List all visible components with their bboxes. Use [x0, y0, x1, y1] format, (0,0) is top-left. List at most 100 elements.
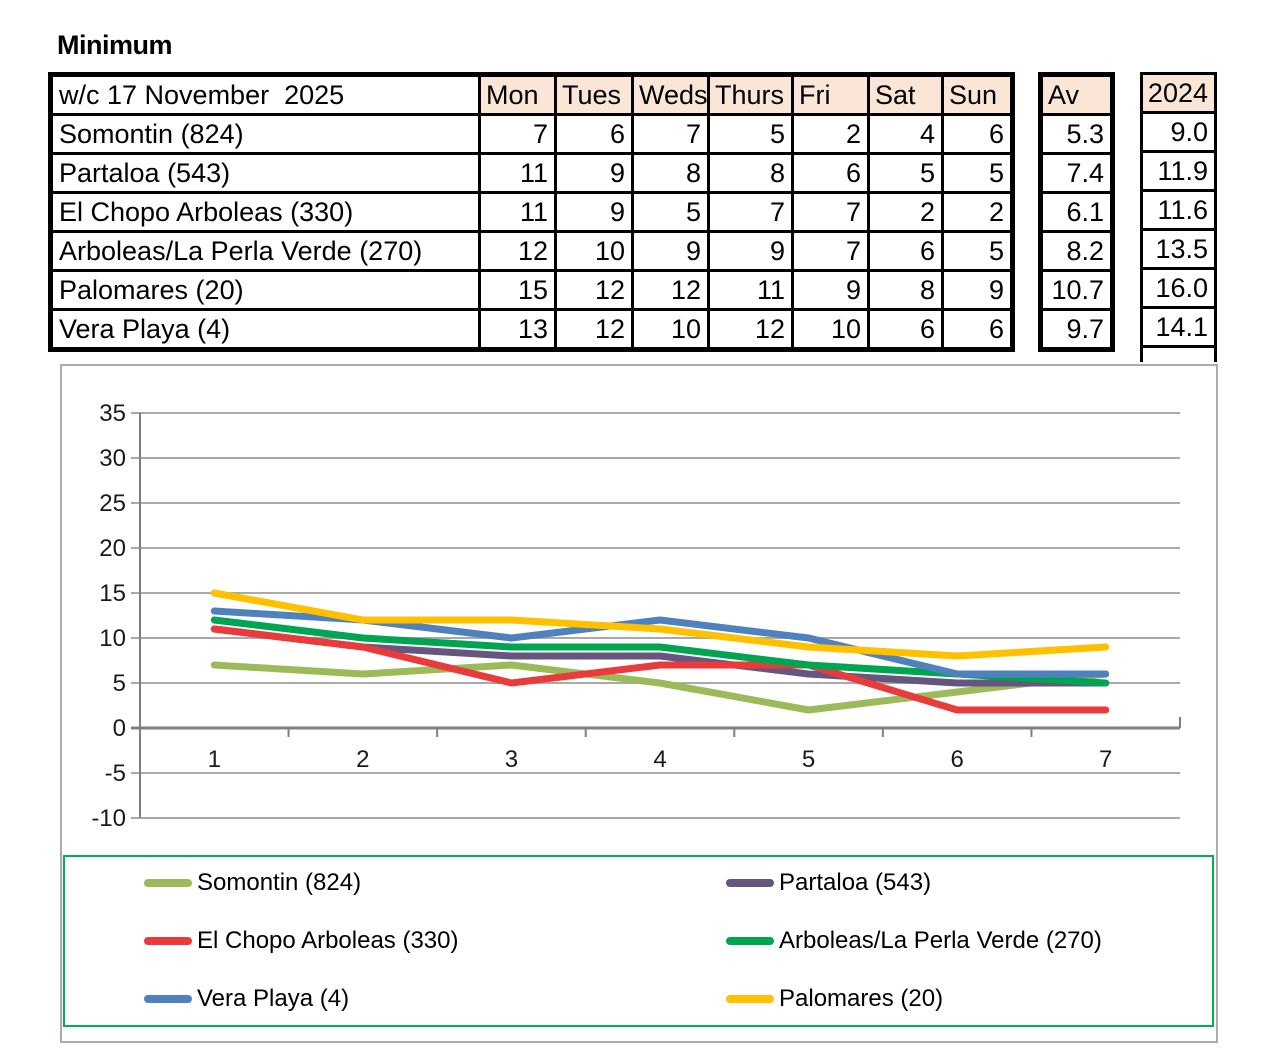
value-cell[interactable]: 5 [944, 155, 1010, 191]
day-header-sat[interactable]: Sat [870, 77, 941, 113]
value-cell[interactable]: 9 [557, 155, 631, 191]
value-cell[interactable]: 12 [557, 311, 631, 347]
y-axis-tick-label: 30 [99, 445, 126, 472]
y-axis-tick-label: -5 [105, 760, 126, 787]
day-header-weds[interactable]: Weds [634, 77, 707, 113]
location-cell-vera-playa-4[interactable]: Vera Playa (4) [53, 311, 478, 347]
y-axis-tick-label: 35 [99, 400, 126, 427]
legend-swatch-arboleas-la-perla-verde-270 [726, 937, 774, 945]
avg-value-cell[interactable]: 10.7 [1043, 272, 1110, 308]
location-cell-somontin-824[interactable]: Somontin (824) [53, 116, 478, 152]
prev-year-value-cell[interactable]: 11.6 [1143, 192, 1214, 228]
avg-value-cell[interactable]: 5.3 [1043, 116, 1110, 152]
prev-year-empty-cell[interactable] [1143, 348, 1214, 362]
value-cell[interactable]: 9 [634, 233, 707, 269]
x-axis-tick-label: 6 [950, 746, 963, 773]
series-line-palomares-20 [210, 589, 1110, 660]
prev-year-value-cell[interactable]: 13.5 [1143, 231, 1214, 267]
avg-header-cell[interactable]: Av [1043, 77, 1110, 113]
min-temps-table: w/c 17 November 2025 Mon Tues Weds Thurs Fri S… [48, 72, 1015, 352]
day-header-thurs[interactable]: Thurs [710, 77, 791, 113]
prev-year-header-cell[interactable]: 2024 [1143, 75, 1214, 111]
value-cell[interactable]: 5 [710, 116, 791, 152]
chart-legend: Somontin (824) Partaloa (543) El Chopo Arb… [63, 855, 1214, 1027]
value-cell[interactable]: 9 [710, 233, 791, 269]
value-cell[interactable]: 2 [794, 116, 867, 152]
value-cell[interactable]: 4 [870, 116, 941, 152]
day-header-mon[interactable]: Mon [481, 77, 554, 113]
legend-swatch-el-chopo-arboleas-330 [144, 937, 192, 945]
value-cell[interactable]: 6 [944, 116, 1010, 152]
legend-entry-arboleas-la-perla-verde-270: Arboleas/La Perla Verde (270) [726, 926, 1102, 956]
value-cell[interactable]: 8 [634, 155, 707, 191]
y-axis-tick-label: 20 [99, 535, 126, 562]
value-cell[interactable]: 12 [481, 233, 554, 269]
week-commencing-header-cell[interactable]: w/c 17 November 2025 [53, 77, 478, 113]
day-header-fri[interactable]: Fri [794, 77, 867, 113]
y-axis-tick-label: 5 [113, 670, 126, 697]
prev-year-column-table: 2024 9.0 11.9 11.6 13.5 16.0 14.1 [1140, 72, 1217, 362]
legend-label: Palomares (20) [779, 985, 944, 1012]
value-cell[interactable]: 5 [870, 155, 941, 191]
legend-label: Somontin (824) [197, 869, 362, 896]
value-cell[interactable]: 2 [870, 194, 941, 230]
value-cell[interactable]: 11 [481, 194, 554, 230]
value-cell[interactable]: 7 [634, 116, 707, 152]
line-chart-plot: 35 30 25 20 15 10 5 0 -5 -10 1 2 3 4 5 6 7 [91, 400, 1181, 832]
value-cell[interactable]: 9 [794, 272, 867, 308]
value-cell[interactable]: 8 [870, 272, 941, 308]
y-axis-tick-label: 25 [99, 490, 126, 517]
value-cell[interactable]: 6 [870, 233, 941, 269]
value-cell[interactable]: 5 [634, 194, 707, 230]
day-header-sun[interactable]: Sun [944, 77, 1010, 113]
value-cell[interactable]: 10 [557, 233, 631, 269]
avg-value-cell[interactable]: 8.2 [1043, 233, 1110, 269]
value-cell[interactable]: 11 [710, 272, 791, 308]
legend-label: Vera Playa (4) [197, 985, 350, 1012]
value-cell[interactable]: 6 [870, 311, 941, 347]
legend-swatch-somontin-824 [144, 879, 192, 887]
value-cell[interactable]: 10 [794, 311, 867, 347]
value-cell[interactable]: 7 [481, 116, 554, 152]
value-cell[interactable]: 2 [944, 194, 1010, 230]
legend-entry-vera-playa-4: Vera Playa (4) [144, 984, 349, 1014]
value-cell[interactable]: 6 [944, 311, 1010, 347]
value-cell[interactable]: 7 [710, 194, 791, 230]
value-cell[interactable]: 5 [944, 233, 1010, 269]
series-line-el-chopo-arboleas-330 [210, 625, 1110, 714]
location-cell-partaloa-543[interactable]: Partaloa (543) [53, 155, 478, 191]
avg-value-cell[interactable]: 7.4 [1043, 155, 1110, 191]
avg-value-cell[interactable]: 9.7 [1043, 311, 1110, 347]
legend-label: Arboleas/La Perla Verde (270) [779, 927, 1102, 954]
legend-swatch-partaloa-543 [726, 879, 774, 887]
legend-entry-palomares-20: Palomares (20) [726, 984, 943, 1014]
value-cell[interactable]: 7 [794, 194, 867, 230]
value-cell[interactable]: 7 [794, 233, 867, 269]
location-cell-arboleas-la-perla-verde-270[interactable]: Arboleas/La Perla Verde (270) [53, 233, 478, 269]
value-cell[interactable]: 13 [481, 311, 554, 347]
legend-swatch-palomares-20 [726, 995, 774, 1003]
value-cell[interactable]: 12 [634, 272, 707, 308]
legend-entry-partaloa-543: Partaloa (543) [726, 868, 931, 898]
value-cell[interactable]: 12 [710, 311, 791, 347]
average-column-table: Av 5.3 7.4 6.1 8.2 10.7 9.7 [1038, 72, 1115, 352]
location-cell-el-chopo-arboleas-330[interactable]: El Chopo Arboleas (330) [53, 194, 478, 230]
prev-year-value-cell[interactable]: 16.0 [1143, 270, 1214, 306]
avg-value-cell[interactable]: 6.1 [1043, 194, 1110, 230]
value-cell[interactable]: 10 [634, 311, 707, 347]
prev-year-value-cell[interactable]: 9.0 [1143, 114, 1214, 150]
value-cell[interactable]: 6 [557, 116, 631, 152]
prev-year-value-cell[interactable]: 14.1 [1143, 309, 1214, 345]
value-cell[interactable]: 15 [481, 272, 554, 308]
value-cell[interactable]: 12 [557, 272, 631, 308]
prev-year-value-cell[interactable]: 11.9 [1143, 153, 1214, 189]
value-cell[interactable]: 6 [794, 155, 867, 191]
value-cell[interactable]: 8 [710, 155, 791, 191]
location-cell-palomares-20[interactable]: Palomares (20) [53, 272, 478, 308]
temperature-line-chart[interactable]: 35 30 25 20 15 10 5 0 -5 -10 1 2 3 4 5 6 7 Somontin (824… [60, 364, 1218, 1043]
value-cell[interactable]: 9 [557, 194, 631, 230]
value-cell[interactable]: 9 [944, 272, 1010, 308]
day-header-tues[interactable]: Tues [557, 77, 631, 113]
value-cell[interactable]: 11 [481, 155, 554, 191]
